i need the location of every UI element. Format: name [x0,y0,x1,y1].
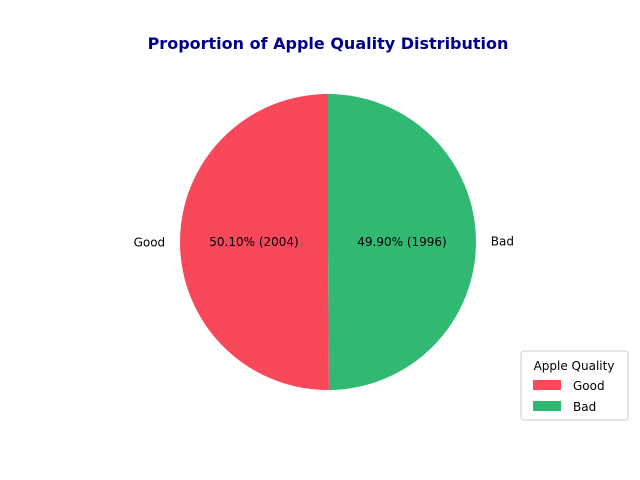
pie-labels: Good 50.10% (2004) Bad 49.90% (1996) [134,234,514,249]
legend-label-good: Good [573,379,605,393]
legend-swatch-good [533,380,561,390]
chart-title: Proportion of Apple Quality Distribution [148,34,509,53]
legend-title: Apple Quality [534,359,615,373]
percent-label-bad: 49.90% (1996) [357,235,446,249]
legend-label-bad: Bad [573,400,596,414]
category-label-good: Good [134,236,166,250]
category-label-bad: Bad [491,234,514,248]
legend: Apple Quality Good Bad [520,350,629,421]
pie-slice-good [179,94,329,390]
pie-slices [179,94,476,390]
percent-label-good: 50.10% (2004) [209,235,298,249]
legend-swatch-bad [533,401,561,411]
pie-slice-bad [328,94,476,390]
